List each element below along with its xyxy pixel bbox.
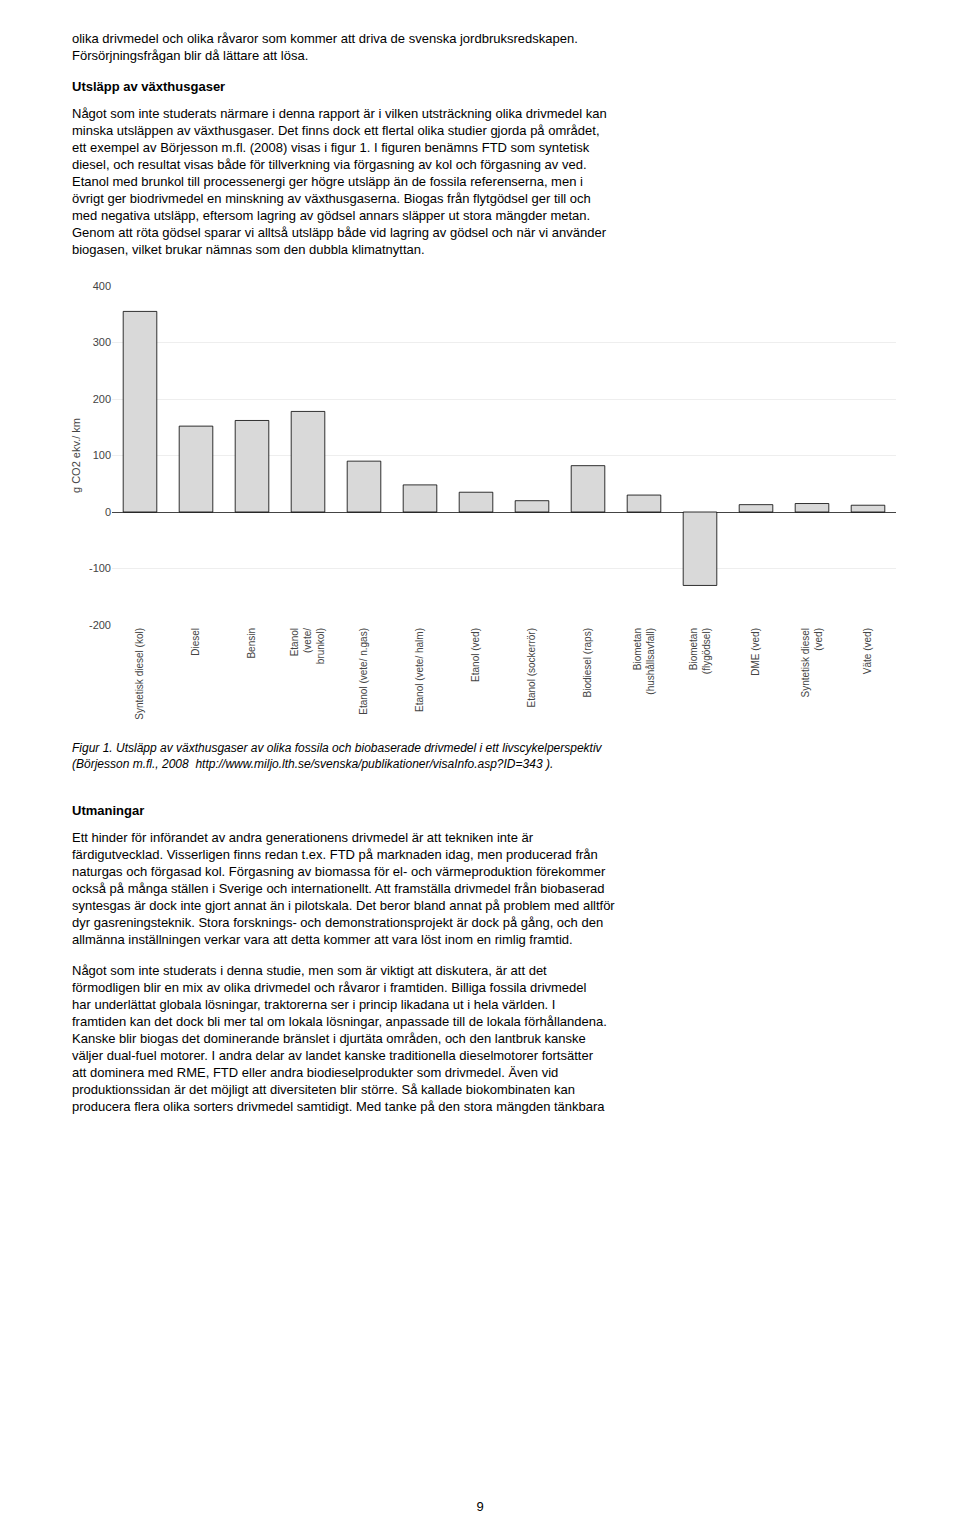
html-text:Utsläpp av växthusgaser: Utsläpp av växthusgaser xyxy=(72,79,226,94)
svg-text:Biometan(hushållsavfall): Biometan(hushållsavfall) xyxy=(632,628,656,695)
html-text:Ett hinder för införandet av a: Ett hinder för införandet av andra gener… xyxy=(72,830,615,947)
svg-text:Etanol (sockerrör): Etanol (sockerrör) xyxy=(526,628,537,707)
html-text:9: 9 xyxy=(476,1499,484,1514)
html-text:olika drivmedel och olika råva: olika drivmedel och olika råvaror som ko… xyxy=(72,31,578,46)
svg-text:100: 100 xyxy=(93,449,111,461)
svg-text:DME (ved): DME (ved) xyxy=(750,628,761,676)
svg-text:Etanol (vete/ n.gas): Etanol (vete/ n.gas) xyxy=(358,628,369,715)
svg-text:Biodiesel (raps): Biodiesel (raps) xyxy=(582,628,593,697)
html-text:Utmaningar: Utmaningar xyxy=(72,803,145,818)
svg-text:0: 0 xyxy=(105,506,111,518)
svg-text:Etanol(vete/brunkol): Etanol(vete/brunkol) xyxy=(289,628,326,664)
svg-text:Etanol (vete/ halm): Etanol (vete/ halm) xyxy=(414,628,425,712)
svg-text:200: 200 xyxy=(93,393,111,405)
svg-text:Väte (ved): Väte (ved) xyxy=(862,628,873,674)
svg-text:g CO2 ekv./ km: g CO2 ekv./ km xyxy=(70,418,82,493)
html-text:Något som inte studerats närma: Något som inte studerats närmare i denna… xyxy=(72,106,607,257)
html-text:Försörjningsfrågan blir då lät: Försörjningsfrågan blir då lättare att l… xyxy=(72,48,309,63)
svg-text:300: 300 xyxy=(93,336,111,348)
svg-text:Biometan(flygödsel): Biometan(flygödsel) xyxy=(688,628,712,674)
svg-text:-100: -100 xyxy=(89,562,111,574)
html-text:Figur 1. Utsläpp av växthusgas: Figur 1. Utsläpp av växthusgaser av olik… xyxy=(72,741,602,771)
svg-text:Etanol (ved): Etanol (ved) xyxy=(470,628,481,682)
svg-text:Syntetisk diesel (kol): Syntetisk diesel (kol) xyxy=(134,628,145,720)
svg-text:Bensin: Bensin xyxy=(246,628,257,659)
svg-text:Diesel: Diesel xyxy=(190,628,201,656)
svg-text:400: 400 xyxy=(93,280,111,292)
svg-text:Syntetisk diesel(ved): Syntetisk diesel(ved) xyxy=(800,628,824,697)
svg-text:-200: -200 xyxy=(89,619,111,631)
html-text:Något som inte studerats i den: Något som inte studerats i denna studie,… xyxy=(72,963,607,1114)
